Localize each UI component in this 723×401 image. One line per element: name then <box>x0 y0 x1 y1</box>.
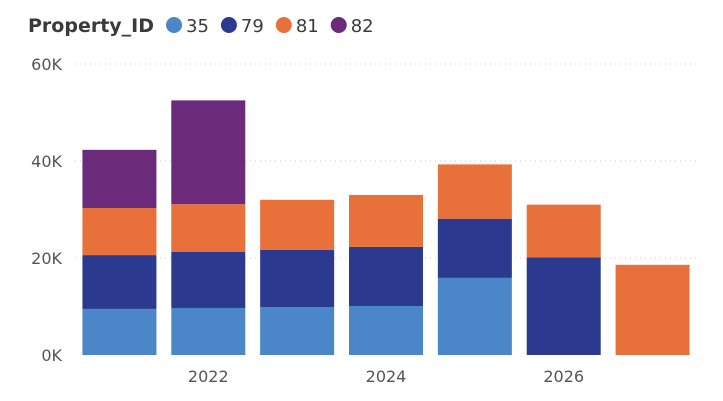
legend: Property_ID 35 79 81 82 <box>28 15 374 37</box>
legend-marker-79 <box>220 17 237 33</box>
bar-2022-79[interactable] <box>171 251 246 308</box>
bars <box>82 100 690 355</box>
x-tick-label-2024: 2024 <box>366 367 407 386</box>
bar-stack-2022 <box>171 100 246 355</box>
bar-2024-81[interactable] <box>349 194 423 247</box>
y-tick-label-20K: 20K <box>31 249 62 268</box>
y-tick-label-40K: 40K <box>31 152 62 171</box>
bar-2021-81[interactable] <box>82 208 157 256</box>
x-tick-label-2026: 2026 <box>543 367 584 386</box>
bar-2023-79[interactable] <box>260 249 335 307</box>
bar-2025-35[interactable] <box>437 277 512 355</box>
bar-2026-81[interactable] <box>526 204 601 258</box>
legend-label-81: 81 <box>296 16 319 37</box>
legend-label-79: 79 <box>241 16 264 37</box>
bar-2022-35[interactable] <box>171 307 246 355</box>
bar-stack-2026 <box>526 204 601 355</box>
legend-marker-81 <box>275 17 292 33</box>
bar-2025-81[interactable] <box>437 164 512 219</box>
bar-stack-2023 <box>260 199 335 355</box>
legend-marker-35 <box>166 17 183 33</box>
bar-stack-2021 <box>82 149 157 355</box>
legend-label-35: 35 <box>186 16 209 37</box>
y-tick-label-0K: 0K <box>41 346 62 365</box>
y-tick-label-60K: 60K <box>31 55 62 74</box>
legend-marker-82 <box>330 17 347 33</box>
bar-2024-79[interactable] <box>349 246 423 307</box>
bar-2026-79[interactable] <box>526 257 601 355</box>
bar-2023-35[interactable] <box>260 306 335 355</box>
bar-2021-82[interactable] <box>82 149 157 209</box>
bar-stack-2024 <box>349 194 423 355</box>
y-axis: 0K 20K 40K 60K <box>31 55 62 365</box>
bar-2024-35[interactable] <box>349 306 423 355</box>
legend-title: Property_ID <box>28 15 154 37</box>
x-tick-label-2022: 2022 <box>188 367 229 386</box>
bar-2021-35[interactable] <box>82 308 157 355</box>
bar-2023-81[interactable] <box>260 199 335 250</box>
bar-stack-2027 <box>615 264 690 355</box>
legend-label-82: 82 <box>351 16 374 37</box>
x-axis: 2022 2024 2026 <box>188 367 584 386</box>
bar-2025-79[interactable] <box>437 218 512 278</box>
bar-2021-79[interactable] <box>82 255 157 309</box>
bar-2022-82[interactable] <box>171 100 246 205</box>
bar-2027-81[interactable] <box>615 264 690 355</box>
bar-2022-81[interactable] <box>171 204 246 252</box>
bar-stack-2025 <box>437 164 512 355</box>
